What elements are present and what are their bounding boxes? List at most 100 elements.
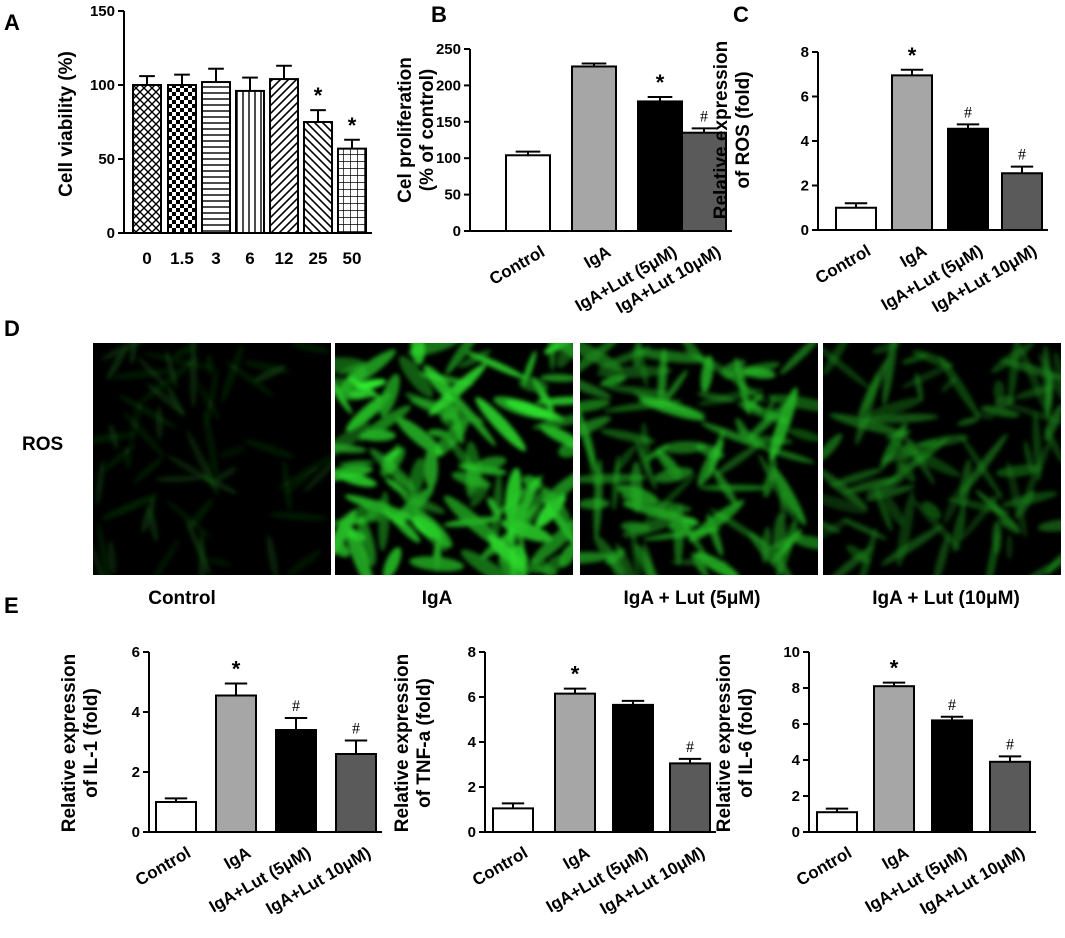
ros-cell	[93, 541, 108, 575]
x-tick-label: IgA	[560, 843, 593, 873]
bar	[275, 729, 317, 833]
bar	[235, 89, 265, 234]
significance-star: *	[348, 113, 357, 138]
ros-cell	[413, 509, 453, 548]
y-tick-label: 50	[444, 187, 461, 204]
ros-cell	[843, 477, 897, 494]
ros-cell	[97, 522, 113, 575]
bar	[303, 121, 333, 234]
ros-cell	[645, 444, 669, 461]
ros-cell	[829, 468, 884, 487]
ros-cell	[634, 349, 707, 364]
ros-cell	[823, 493, 868, 514]
bar	[947, 127, 989, 231]
ros-cell	[443, 516, 502, 527]
ros-cell	[1004, 403, 1061, 425]
bar	[816, 811, 858, 834]
ros-cell	[735, 417, 751, 444]
ros-cell	[93, 432, 135, 445]
ros-cell	[165, 350, 178, 389]
ros-cell	[509, 524, 517, 575]
ros-image	[823, 343, 1061, 575]
ros-cell	[855, 373, 879, 446]
y-tick-label: 4	[801, 133, 810, 150]
y-tick-label: 8	[792, 680, 800, 697]
bar	[335, 753, 377, 833]
significance-star: *	[314, 83, 323, 108]
chart-il1-expression: 0 2 4 6 Relative expression of IL-1 (fold) Con…	[59, 644, 382, 918]
significance-hash: #	[352, 721, 360, 738]
ros-cell	[1015, 385, 1054, 400]
significance-hash: #	[292, 698, 300, 715]
ros-cell	[465, 441, 482, 494]
ros-cell	[203, 410, 219, 480]
ros-cell	[872, 343, 901, 354]
ros-cell	[393, 474, 425, 517]
ros-cell	[823, 433, 843, 463]
y-tick-label: 6	[132, 644, 140, 661]
ros-cell	[522, 350, 537, 387]
ros-cell	[383, 547, 402, 575]
ros-cell	[991, 343, 1035, 373]
ros-cell	[101, 494, 159, 520]
y-tick-label: 4	[132, 704, 141, 721]
ros-cell	[398, 355, 434, 398]
ros-cell	[779, 343, 818, 375]
bar	[505, 154, 551, 232]
x-tick-label: IgA+Lut (5μM)	[206, 843, 314, 916]
ros-cell	[643, 528, 722, 541]
ros-cell	[542, 487, 572, 527]
ros-cell	[912, 498, 961, 551]
ros-cell	[548, 343, 556, 371]
ros-cell	[580, 416, 611, 439]
panel-label-d: D	[4, 316, 20, 341]
chart-cell-proliferation: 0 50 100 150 200 250 Cel proliferation (% of co…	[395, 41, 732, 317]
ros-cell	[475, 456, 507, 470]
ros-cell	[185, 518, 212, 575]
ros-cell	[901, 363, 954, 389]
bar	[132, 84, 162, 234]
ros-cell	[357, 517, 376, 567]
y-tick-label: 150	[90, 3, 115, 20]
y-axis-title: of IL-6 (fold)	[736, 688, 757, 798]
ros-cell	[498, 557, 522, 575]
ros-cell	[382, 448, 401, 462]
bar	[167, 84, 197, 234]
x-tick-label: IgA+Lut 10μM)	[917, 843, 1028, 918]
ros-cell	[291, 343, 330, 353]
x-tick-label: IgA	[879, 843, 912, 873]
ros-cell	[593, 459, 603, 539]
ros-cell	[779, 491, 787, 521]
ros-cell	[846, 544, 870, 564]
ros-cell	[706, 513, 724, 557]
y-tick-label: 250	[436, 41, 461, 58]
ros-cell	[221, 344, 244, 404]
ros-cell	[1023, 440, 1034, 474]
ros-cell	[148, 539, 180, 575]
ros-cell	[699, 484, 770, 492]
bar	[155, 801, 197, 833]
ros-cell	[764, 396, 776, 424]
ros-cell	[914, 372, 924, 402]
x-tick-label: 0	[142, 249, 151, 268]
y-axis-title: of ROS (fold)	[733, 71, 754, 188]
y-tick-label: 4	[792, 752, 801, 769]
ros-cell	[772, 466, 806, 526]
ros-cell	[947, 497, 1011, 514]
bar	[571, 65, 617, 232]
bar	[835, 206, 877, 231]
ros-cells	[580, 343, 818, 575]
x-tick-label: Control	[132, 843, 194, 890]
y-tick-label: 2	[792, 788, 800, 805]
ros-cell	[866, 475, 905, 497]
y-tick-label: 2	[801, 178, 809, 195]
ros-cell	[447, 388, 496, 447]
ros-cell	[165, 499, 212, 539]
ros-cell	[276, 449, 331, 491]
ros-cell	[922, 501, 942, 520]
ros-cell	[556, 343, 573, 368]
ros-cell	[980, 405, 1020, 418]
x-tick-label: 6	[245, 249, 254, 268]
y-tick-label: 0	[132, 824, 140, 841]
